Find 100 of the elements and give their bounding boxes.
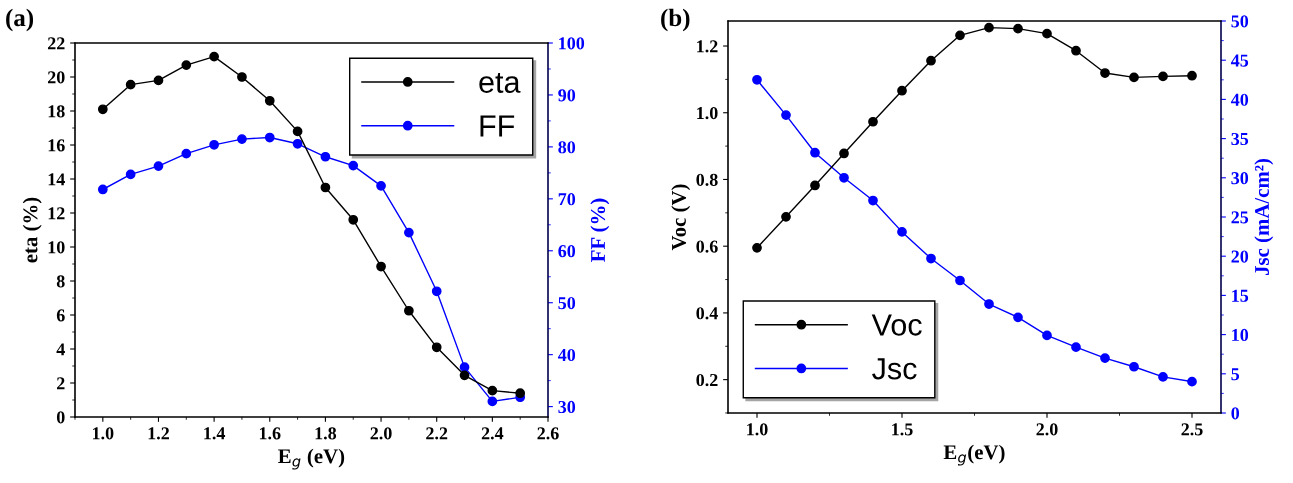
point [1100, 353, 1110, 363]
y2-tick-label: 45 [1230, 54, 1249, 67]
y2-tick-label: 50 [1231, 15, 1249, 28]
y2-tick-label: 60 [558, 245, 576, 258]
y2-tick-label: 10 [1232, 328, 1249, 342]
point [781, 211, 791, 222]
point [292, 126, 303, 137]
x-tick-label: 1.4 [204, 427, 226, 440]
point [1071, 342, 1081, 353]
point [487, 385, 498, 396]
y2-tick-label: 15 [1232, 289, 1249, 302]
y-tick-label: 2 [57, 377, 65, 390]
y-tick-label: 20 [47, 71, 65, 84]
point [181, 148, 192, 159]
y2-tick-label: 35 [1231, 132, 1249, 146]
point [348, 160, 359, 171]
y-tick-label: 8 [56, 275, 65, 288]
point [459, 370, 470, 381]
x-tick-label: 1.0 [92, 427, 114, 440]
y2-tick-label: 30 [558, 400, 576, 414]
point [237, 72, 247, 82]
point [810, 180, 820, 191]
point [868, 116, 878, 127]
x-tick-label: 2.0 [1036, 423, 1058, 436]
point [264, 95, 275, 106]
point [926, 55, 936, 66]
point [431, 342, 442, 353]
x-axis-title: E$_{g}$ (eV) [278, 448, 345, 470]
point [320, 182, 331, 193]
point [320, 151, 331, 162]
point [376, 180, 386, 191]
point [97, 104, 108, 115]
point [839, 172, 849, 183]
point [926, 253, 936, 264]
point [955, 30, 965, 41]
y-tick-label: 6 [56, 309, 65, 322]
point [153, 75, 164, 86]
point [897, 85, 907, 96]
y-tick-label: 14 [48, 173, 65, 186]
y-tick-label: 18 [48, 105, 65, 118]
y-tick-label: 22 [47, 37, 65, 50]
text: (a) [6, 8, 34, 32]
y-tick-label: 10 [48, 241, 65, 254]
point [125, 169, 136, 180]
legend-label: Jsc [872, 358, 917, 380]
point [810, 147, 820, 158]
y2-axis-title: FF (%) [590, 198, 610, 262]
point [1129, 361, 1139, 372]
point [209, 51, 219, 62]
x-tick-label: 1.2 [148, 427, 169, 440]
point [1042, 330, 1052, 341]
point [97, 184, 108, 195]
point [153, 161, 164, 171]
y2-tick-label: 40 [1230, 93, 1249, 106]
point [209, 139, 219, 150]
point [1187, 376, 1197, 387]
point [984, 299, 994, 309]
y-tick-label: 0.4 [696, 307, 718, 320]
point [404, 305, 414, 316]
point [348, 214, 359, 225]
y-tick-label: 12 [48, 207, 65, 220]
point [459, 362, 470, 372]
y-tick-label: 4 [56, 343, 65, 356]
y2-tick-label: 50 [558, 296, 576, 310]
y2-tick-label: 30 [1231, 172, 1249, 185]
point [125, 79, 136, 90]
point [1071, 45, 1081, 56]
y-axis-title: Voc (V) [671, 184, 691, 251]
y2-axis-title: Jsc (mA/cm²) [1254, 158, 1274, 276]
y-tick-label: 16 [48, 139, 65, 152]
point [431, 286, 442, 297]
point [868, 195, 878, 206]
y2-tick-label: 0 [1231, 407, 1240, 420]
y2-tick-label: 25 [1231, 211, 1249, 224]
point [264, 132, 275, 143]
point [1158, 71, 1168, 82]
point [404, 227, 414, 238]
point [1013, 23, 1023, 34]
point [1100, 68, 1110, 78]
y-tick-label: 0 [56, 411, 65, 424]
y-tick-label: 0.2 [696, 373, 718, 387]
x-axis-title: E$_{g}$(eV) [943, 444, 1005, 466]
point [292, 138, 303, 149]
x-tick-label: 2.2 [426, 427, 448, 440]
y2-tick-label: 20 [1231, 250, 1249, 263]
y2-tick-label: 80 [558, 141, 576, 154]
point [752, 74, 762, 85]
x-tick-label: 2.5 [1181, 423, 1203, 436]
point [984, 22, 994, 33]
x-tick-label: 2.4 [481, 427, 504, 440]
legend-label: Voc [871, 314, 922, 336]
y2-tick-label: 70 [558, 193, 576, 206]
legend-label: FF [480, 115, 515, 137]
y-tick-label: 1.0 [697, 107, 718, 120]
point [1158, 372, 1168, 382]
point [487, 396, 498, 407]
point [376, 261, 386, 272]
x-tick-label: 1.6 [259, 427, 281, 440]
point [897, 227, 907, 237]
point [955, 275, 965, 286]
